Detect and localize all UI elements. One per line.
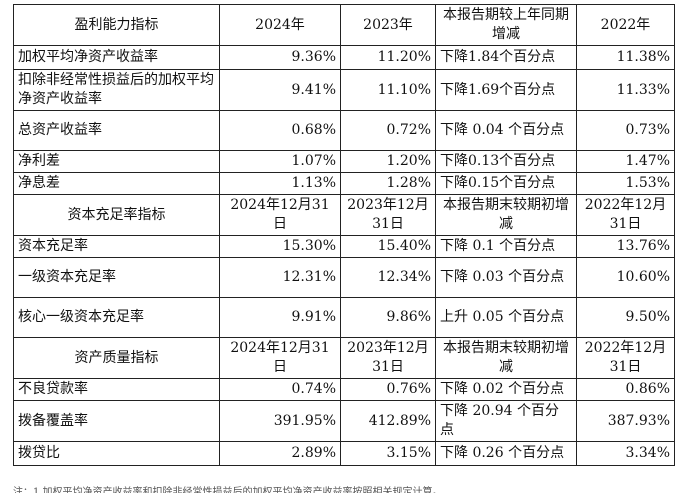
value-cell: 11.33% [576,69,675,111]
section-header-row: 资本充足率指标 2024年12月31日 2023年12月31日 本报告期末较期初增减 2… [13,194,675,236]
value-cell: 0.86% [576,378,675,401]
indicator-name-cell: 净利差 [13,150,220,173]
column-header: 2023年12月31日 [340,194,436,236]
value-cell: 1.13% [219,172,341,195]
change-cell: 下降 0.02 个百分点 [435,378,577,401]
value-cell: 0.73% [576,110,675,151]
table-row: 加权平均净资产收益率 9.36% 11.20% 下降1.84个百分点 11.38% [13,45,675,70]
value-cell: 1.07% [219,150,341,173]
value-cell: 0.72% [340,110,436,151]
table-row: 不良贷款率 0.74% 0.76% 下降 0.02 个百分点 0.86% [13,378,675,401]
value-cell: 412.89% [340,400,436,442]
change-cell: 下降 0.1 个百分点 [435,235,577,258]
column-header: 2022年 [576,4,675,46]
value-cell: 1.20% [340,150,436,173]
value-cell: 11.38% [576,45,675,70]
indicator-name-cell: 资本充足率 [13,235,220,258]
indicator-name-cell: 一级资本充足率 [13,257,220,298]
value-cell: 0.68% [219,110,341,151]
column-header: 2024年 [219,4,341,46]
change-cell: 下降1.69个百分点 [435,69,577,111]
value-cell: 9.91% [219,297,341,338]
change-cell: 下降 0.26 个百分点 [435,441,577,466]
value-cell: 391.95% [219,400,341,442]
column-header: 本报告期末较期初增减 [435,337,577,379]
table-row: 净息差 1.13% 1.28% 下降0.15个百分点 1.53% [13,172,675,195]
section-header-row: 盈利能力指标 2024年 2023年 本报告期较上年同期增减 2022年 [13,4,675,46]
column-header: 资产质量指标 [13,337,220,379]
value-cell: 9.86% [340,297,436,338]
column-header: 本报告期较上年同期增减 [435,4,577,46]
indicator-name-cell: 核心一级资本充足率 [13,297,220,338]
value-cell: 1.28% [340,172,436,195]
column-header: 2022年12月31日 [576,337,675,379]
indicator-name-cell: 不良贷款率 [13,378,220,401]
value-cell: 13.76% [576,235,675,258]
change-cell: 下降 0.04 个百分点 [435,110,577,151]
indicator-name-cell: 拨贷比 [13,441,220,466]
table-row: 总资产收益率 0.68% 0.72% 下降 0.04 个百分点 0.73% [13,110,675,151]
column-header: 2023年 [340,4,436,46]
value-cell: 9.41% [219,69,341,111]
table-row: 净利差 1.07% 1.20% 下降0.13个百分点 1.47% [13,150,675,173]
value-cell: 11.10% [340,69,436,111]
indicator-name-cell: 拨备覆盖率 [13,400,220,442]
indicator-name-cell: 扣除非经常性损益后的加权平均净资产收益率 [13,69,220,111]
table-row: 一级资本充足率 12.31% 12.34% 下降 0.03 个百分点 10.60% [13,257,675,298]
column-header: 本报告期末较期初增减 [435,194,577,236]
change-cell: 下降0.15个百分点 [435,172,577,195]
value-cell: 10.60% [576,257,675,298]
change-cell: 上升 0.05 个百分点 [435,297,577,338]
column-header: 2024年12月31日 [219,337,341,379]
financial-indicators-table: 盈利能力指标 2024年 2023年 本报告期较上年同期增减 2022年 加权平均净资产收… [13,4,675,466]
value-cell: 1.47% [576,150,675,173]
table-row: 拨备覆盖率 391.95% 412.89% 下降 20.94 个百分点 387.93% [13,400,675,442]
table-row: 扣除非经常性损益后的加权平均净资产收益率 9.41% 11.10% 下降1.69个百分… [13,69,675,111]
value-cell: 9.36% [219,45,341,70]
change-cell: 下降 20.94 个百分点 [435,400,577,442]
value-cell: 15.30% [219,235,341,258]
value-cell: 2.89% [219,441,341,466]
column-header: 2024年12月31日 [219,194,341,236]
column-header: 盈利能力指标 [13,4,220,46]
change-cell: 下降 0.03 个百分点 [435,257,577,298]
value-cell: 12.31% [219,257,341,298]
value-cell: 387.93% [576,400,675,442]
value-cell: 12.34% [340,257,436,298]
section-header-row: 资产质量指标 2024年12月31日 2023年12月31日 本报告期末较期初增减 20… [13,337,675,379]
table-row: 拨贷比 2.89% 3.15% 下降 0.26 个百分点 3.34% [13,441,675,466]
value-cell: 1.53% [576,172,675,195]
change-cell: 下降0.13个百分点 [435,150,577,173]
value-cell: 0.74% [219,378,341,401]
indicator-name-cell: 净息差 [13,172,220,195]
value-cell: 9.50% [576,297,675,338]
value-cell: 11.20% [340,45,436,70]
table-row: 核心一级资本充足率 9.91% 9.86% 上升 0.05 个百分点 9.50% [13,297,675,338]
indicator-name-cell: 总资产收益率 [13,110,220,151]
table-body: 盈利能力指标 2024年 2023年 本报告期较上年同期增减 2022年 加权平均净资产收… [13,4,675,466]
value-cell: 3.34% [576,441,675,466]
value-cell: 0.76% [340,378,436,401]
column-header: 资本充足率指标 [13,194,220,236]
value-cell: 15.40% [340,235,436,258]
change-cell: 下降1.84个百分点 [435,45,577,70]
table-row: 资本充足率 15.30% 15.40% 下降 0.1 个百分点 13.76% [13,235,675,258]
value-cell: 3.15% [340,441,436,466]
indicator-name-cell: 加权平均净资产收益率 [13,45,220,70]
column-header: 2022年12月31日 [576,194,675,236]
footnote: 注：1.加权平均净资产收益率和扣除非经常性损益后的加权平均净资产收益率按照相关规… [13,487,443,493]
column-header: 2023年12月31日 [340,337,436,379]
